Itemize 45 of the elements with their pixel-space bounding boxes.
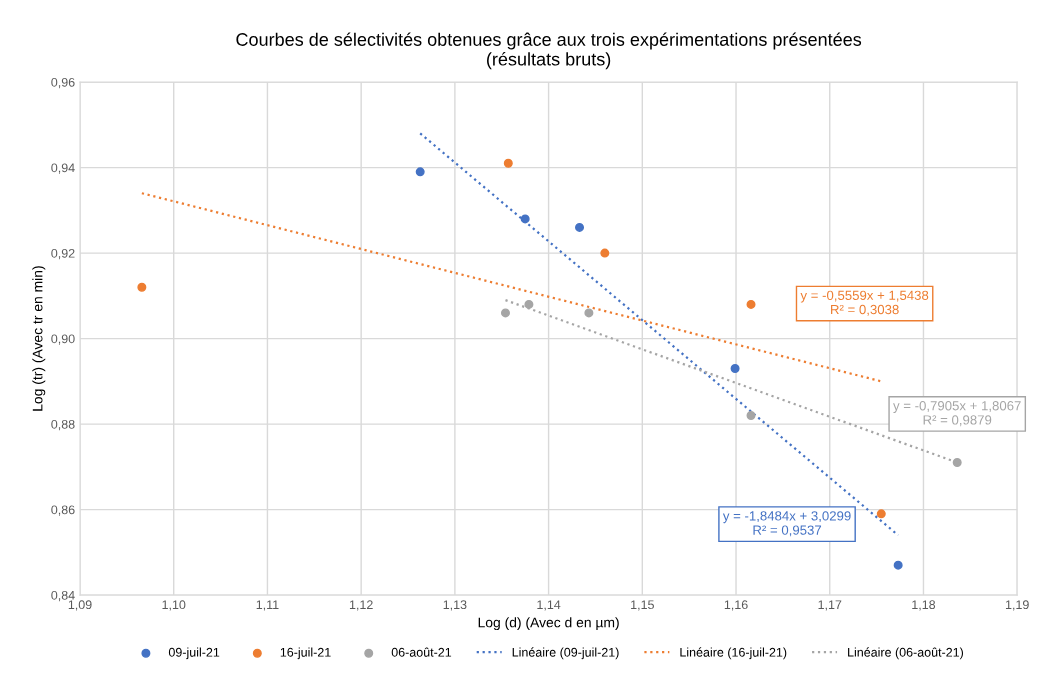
x-axis-title: Log (d) (Avec d en µm) xyxy=(478,617,619,631)
y-tick-label: 0,96 xyxy=(51,77,75,89)
x-tick-label: 1,11 xyxy=(256,600,279,611)
y-tick-label: 0,84 xyxy=(51,590,75,602)
legend-label: Linéaire (06-août-21) xyxy=(848,647,964,660)
legend-label: Linéaire (09-juil-21) xyxy=(512,647,619,660)
x-tick-label: 1,19 xyxy=(1005,600,1029,611)
point xyxy=(415,167,425,177)
point xyxy=(500,308,510,318)
x-tick-label: 1,15 xyxy=(631,600,654,611)
chart-title: Courbes de sélectivités obtenues grâce aux trois expérimentations présentées (résultats bruts) xyxy=(236,32,862,70)
legend-label: 16-juil-21 xyxy=(280,647,331,660)
annotation: y = -0,5559x + 1,5438 R² = 0,3038 xyxy=(800,290,929,316)
point xyxy=(520,214,530,224)
point xyxy=(600,248,610,258)
annotation: y = -1,8484x + 3,0299 R² = 0,9537 xyxy=(722,511,851,537)
point xyxy=(584,308,594,318)
legend-label: Linéaire (16-juil-21) xyxy=(680,647,787,660)
legend-label: 09-juil-21 xyxy=(168,647,220,660)
y-tick-label: 0,88 xyxy=(51,419,75,431)
x-tick-label: 1,18 xyxy=(912,600,936,611)
point xyxy=(876,509,886,519)
x-tick-label: 1,09 xyxy=(68,600,92,611)
point xyxy=(137,282,147,292)
point xyxy=(746,411,756,421)
point xyxy=(730,364,740,374)
point xyxy=(893,560,903,570)
point xyxy=(746,299,756,309)
x-tick-label: 1,12 xyxy=(349,600,373,611)
y-tick-label: 0,90 xyxy=(51,334,75,345)
y-tick-label: 0,94 xyxy=(51,163,75,174)
x-tick-label: 1,13 xyxy=(443,600,467,611)
point xyxy=(952,458,962,468)
annotation: y = -0,7905x + 1,8067 R² = 0,9879 xyxy=(893,401,1021,427)
y-axis-title: Log (tr) (Avec tr en min) xyxy=(32,266,46,411)
x-tick-label: 1,14 xyxy=(537,600,561,611)
point xyxy=(575,222,585,232)
legend-label: 06-août-21 xyxy=(391,647,452,657)
x-tick-label: 1,16 xyxy=(724,600,748,611)
y-tick-label: 0,92 xyxy=(51,248,75,260)
point xyxy=(524,299,534,309)
point xyxy=(503,158,513,168)
x-tick-label: 1,17 xyxy=(818,600,842,611)
y-tick-label: 0,86 xyxy=(51,505,75,516)
x-tick-label: 1,10 xyxy=(162,600,186,611)
